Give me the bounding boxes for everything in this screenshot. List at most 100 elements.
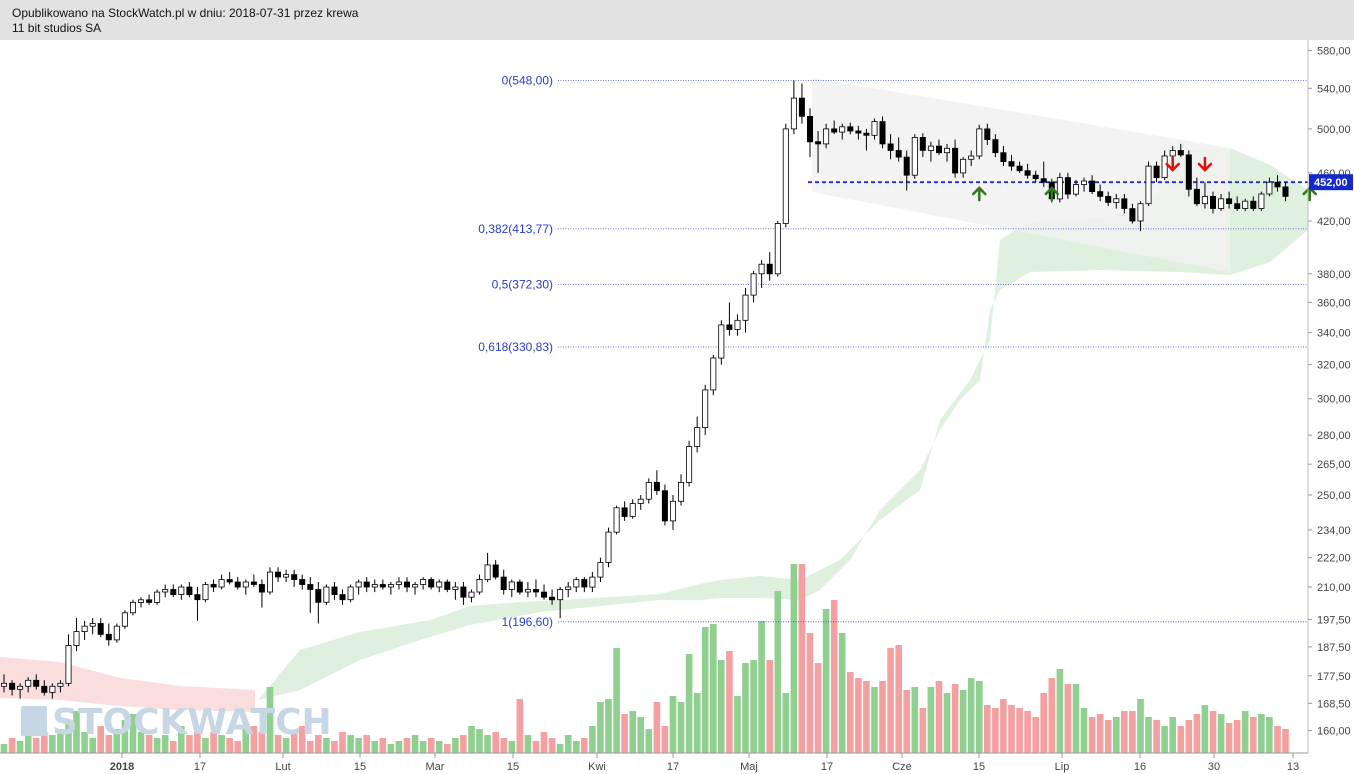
- candle-body: [573, 579, 580, 588]
- candle: [1129, 203, 1136, 224]
- volume-bar: [1177, 726, 1185, 753]
- candle: [210, 579, 217, 593]
- candle: [1081, 177, 1088, 192]
- candle-body: [460, 586, 467, 598]
- candle: [97, 618, 104, 638]
- volume-bar: [1008, 705, 1015, 753]
- candle-body: [403, 581, 410, 588]
- volume-bar: [573, 741, 580, 753]
- candle-body: [1282, 186, 1289, 197]
- candle: [1089, 175, 1096, 194]
- volume-bar: [814, 663, 822, 753]
- x-tick-label: 17: [821, 761, 833, 773]
- candle-body: [1153, 165, 1160, 179]
- candle: [758, 260, 765, 288]
- volume-bar: [202, 738, 209, 753]
- volume-bar: [476, 729, 483, 753]
- candle-body: [1129, 208, 1136, 222]
- volume-bar: [524, 735, 532, 753]
- volume-bar: [484, 735, 491, 753]
- candle-body: [146, 599, 153, 603]
- candle: [452, 582, 459, 600]
- volume-bar: [226, 738, 233, 753]
- candle-body: [613, 507, 620, 533]
- volume-bar: [613, 648, 620, 753]
- volume-bar: [718, 660, 725, 753]
- candle: [468, 589, 475, 603]
- candle: [516, 579, 523, 595]
- candle: [202, 582, 209, 603]
- candle-body: [887, 143, 894, 151]
- volume-bar: [822, 609, 830, 753]
- candle: [315, 582, 322, 624]
- volume-bar: [1250, 717, 1257, 753]
- candle-body: [1121, 198, 1128, 209]
- candle: [226, 572, 233, 585]
- candle-body: [113, 625, 120, 641]
- candle: [581, 577, 588, 593]
- y-tick-label: 540,00: [1317, 83, 1351, 95]
- x-tick-label: 16: [1134, 761, 1146, 773]
- volume-bar: [65, 723, 72, 753]
- volume-bar: [1217, 714, 1225, 753]
- candle-body: [533, 589, 540, 593]
- volume-bar: [468, 726, 475, 753]
- volume-bar: [967, 678, 975, 753]
- volume-bar: [234, 741, 241, 753]
- volume-bar: [726, 651, 733, 753]
- candle: [613, 505, 620, 535]
- candle: [936, 139, 943, 155]
- candle: [702, 384, 709, 436]
- x-tick-label: Lip: [1055, 761, 1070, 773]
- candle: [476, 574, 483, 595]
- candle-body: [25, 679, 32, 687]
- candle: [1032, 170, 1039, 183]
- candle-body: [653, 481, 660, 492]
- y-tick-label: 380,00: [1317, 269, 1351, 281]
- candle: [952, 139, 959, 178]
- y-tick-label: 234,00: [1317, 525, 1351, 537]
- candle-body: [210, 584, 217, 588]
- candle: [855, 125, 862, 140]
- candle: [283, 569, 290, 582]
- candle: [686, 440, 693, 487]
- volume-bar: [1233, 720, 1241, 753]
- volume-bar: [1104, 720, 1112, 753]
- candle-body: [17, 685, 24, 690]
- arrow-up-icon: [1044, 186, 1060, 202]
- volume-bar: [500, 738, 507, 753]
- candle: [597, 557, 604, 582]
- candle-body: [347, 586, 354, 601]
- volume-bar: [597, 702, 604, 753]
- candle-body: [387, 584, 394, 588]
- candle: [670, 495, 677, 530]
- candle-body: [436, 581, 443, 588]
- candle: [815, 131, 822, 173]
- candle-body: [0, 682, 7, 687]
- candle-body: [194, 594, 201, 601]
- candle-body: [1073, 184, 1080, 195]
- candle-body: [919, 136, 926, 151]
- volume-bar: [97, 726, 104, 753]
- candle-body: [339, 594, 346, 601]
- candle: [1201, 182, 1208, 209]
- y-tick-label: 160,00: [1317, 726, 1351, 738]
- candle-body: [1250, 200, 1257, 209]
- volume-bar: [492, 732, 499, 753]
- candle: [1064, 172, 1071, 199]
- volume-bar: [677, 702, 685, 753]
- candle-body: [968, 155, 975, 160]
- candle-body: [944, 147, 951, 154]
- x-axis: 2018 17 Lut 15 Mar 15 Kwi 17 Maj 17 Cze 15 Lip 16 30 13: [0, 752, 1308, 773]
- x-tick-label: Kwi: [588, 761, 606, 773]
- volume-bar: [903, 690, 910, 753]
- candle: [887, 134, 894, 160]
- y-tick-label: 580,00: [1317, 46, 1351, 58]
- volume-bar: [750, 660, 757, 753]
- candle: [17, 683, 24, 699]
- candle-body: [315, 589, 322, 603]
- volume-bar: [49, 735, 56, 753]
- volume-bar: [734, 696, 741, 753]
- volume-bar: [1048, 678, 1056, 753]
- volume-bar: [1032, 717, 1039, 753]
